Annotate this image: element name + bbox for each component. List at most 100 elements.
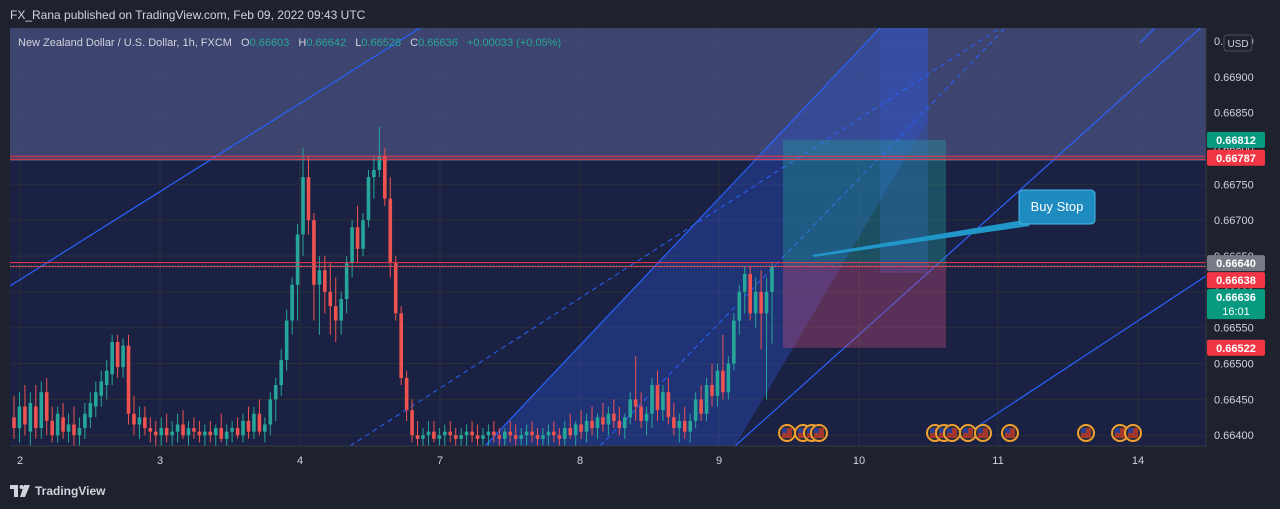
tradingview-logo[interactable]: TradingView (10, 484, 105, 498)
candle-body (44, 392, 49, 421)
candle-body (726, 363, 731, 393)
candle-body (530, 431, 534, 436)
channel-median-dashed (599, 28, 1006, 446)
economic-event-flag-icon[interactable] (974, 424, 992, 442)
channel-line-left (10, 28, 421, 287)
candle-body (273, 385, 278, 400)
y-tick-label: 0.66850 (1214, 108, 1254, 120)
event-flag-canton (963, 428, 968, 433)
candle-body (470, 431, 474, 436)
event-flag-canton (798, 428, 803, 433)
buy-stop-callout[interactable]: Buy Stop (1018, 189, 1096, 225)
candle-body (213, 428, 218, 436)
candle-body (759, 291, 763, 314)
publisher-caption: FX_Rana published on TradingView.com, Fe… (10, 8, 366, 22)
stop-loss-zone (783, 264, 946, 348)
tradingview-logo-icon (10, 485, 30, 497)
candle-body (459, 435, 463, 439)
candle-body (622, 417, 627, 429)
price-chart[interactable]: Buy Stop New Zealand Dollar / U.S. Dolla… (0, 28, 1280, 476)
channel-median-dashed-2 (349, 28, 1001, 446)
candle-body (732, 320, 736, 364)
candle-body (268, 399, 273, 425)
event-flag-canton (978, 428, 983, 433)
candle-body (715, 370, 720, 396)
candle-body (126, 345, 131, 414)
candle-body (263, 424, 267, 432)
economic-event-flag-icon[interactable] (778, 424, 796, 442)
price-tag-label: 0.66522 (1216, 343, 1256, 355)
candle-body (99, 381, 104, 396)
tradingview-brand: TradingView (35, 484, 106, 498)
candle-body (132, 413, 136, 425)
economic-events[interactable] (778, 424, 1142, 442)
candle-body (721, 370, 725, 393)
candle-body (159, 428, 164, 436)
x-tick-label: 4 (297, 455, 303, 467)
time-axis-background (0, 446, 1206, 476)
candle-body (61, 417, 65, 432)
candle-body (410, 410, 414, 436)
candle-body (192, 428, 196, 432)
candle-body (366, 177, 371, 221)
candle-body (88, 402, 93, 418)
price-tag-bg (1207, 339, 1265, 356)
candle-body (546, 431, 551, 436)
candle-body (481, 435, 485, 439)
candle-body (317, 270, 322, 285)
price-tag-label: 0.66787 (1216, 153, 1256, 165)
candle-body (432, 431, 436, 439)
time-axis[interactable]: 2 3 4 7 8 9 10 11 14 (17, 455, 1144, 467)
candle-body (344, 263, 349, 300)
buy-stop-pointer (812, 220, 1030, 257)
candle-body (110, 342, 114, 375)
candle-body (121, 345, 125, 368)
candle-body (475, 435, 480, 439)
candle-body (492, 431, 496, 436)
candle-body (333, 306, 338, 321)
candle-body (323, 270, 327, 292)
candle-body (383, 155, 387, 199)
price-tag-bg (1207, 255, 1265, 272)
long-position-tool[interactable] (783, 139, 946, 348)
take-profit-zone (783, 139, 946, 265)
candle-body (508, 431, 513, 436)
economic-event-flag-icon[interactable] (1077, 424, 1095, 442)
y-tick-label: 0.66700 (1214, 215, 1254, 227)
candle-body (197, 431, 202, 436)
economic-event-flag-icon[interactable] (1124, 424, 1142, 442)
candle-body (519, 435, 523, 439)
candle-body (66, 424, 71, 432)
candle-body (770, 266, 774, 292)
price-tag: 0.66638 (1207, 272, 1265, 289)
y-tick-label: 0.66400 (1214, 430, 1254, 442)
price-tag: 0.66522 (1207, 339, 1265, 356)
event-flag-canton (1081, 428, 1086, 433)
candle-body (737, 291, 742, 321)
candle-body (710, 385, 714, 396)
candle-body (388, 198, 393, 264)
candle-body (148, 428, 153, 432)
economic-event-flag-icon[interactable] (810, 424, 828, 442)
economic-event-flag-icon[interactable] (1001, 424, 1019, 442)
candle-body (241, 420, 245, 436)
candle-body (661, 392, 665, 411)
candle-body (50, 420, 54, 436)
candle-body (284, 320, 289, 360)
candle-body (115, 342, 120, 368)
candle-body (682, 420, 687, 432)
candle-body (486, 431, 491, 436)
candle-body (742, 273, 747, 292)
x-tick-label: 2 (17, 455, 23, 467)
candle-body (764, 291, 769, 314)
candle-body (312, 220, 316, 285)
candle-body (628, 399, 633, 418)
currency-button[interactable]: USD (1223, 34, 1253, 52)
candle-body (579, 424, 583, 432)
candle-body (699, 399, 703, 414)
economic-event-flag-icon[interactable] (943, 424, 961, 442)
candle-body (77, 428, 82, 436)
economic-event-flag-icon[interactable] (959, 424, 977, 442)
x-tick-label: 11 (992, 455, 1003, 467)
y-tick-label: 0.66450 (1214, 394, 1254, 406)
